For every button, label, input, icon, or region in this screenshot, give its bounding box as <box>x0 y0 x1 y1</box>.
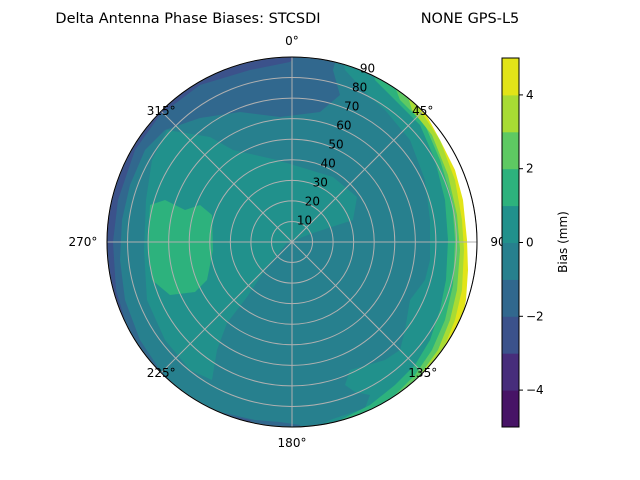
colorbar-segment <box>502 94 519 133</box>
radial-tick-label: 20 <box>305 195 320 209</box>
radial-tick-label: 90 <box>360 62 375 76</box>
angular-tick-label: 315° <box>147 104 176 118</box>
radial-tick-label: 50 <box>328 138 343 152</box>
radial-tick-label: 80 <box>352 81 367 95</box>
contour-level-1-2-left <box>148 200 213 295</box>
colorbar-segment <box>502 316 519 354</box>
angular-tick-label: 180° <box>278 436 307 450</box>
angular-tick-label: 0° <box>285 34 299 48</box>
colorbar-tick-label: −4 <box>526 383 544 397</box>
colorbar-tick-label: −2 <box>526 309 544 323</box>
colorbar-segment <box>502 168 519 207</box>
angular-gridline <box>291 241 424 374</box>
radial-tick-label: 70 <box>344 100 359 114</box>
contour-fill <box>107 57 477 427</box>
chart-title-signal: NONE GPS-L5 <box>421 11 520 27</box>
radial-tick-label: 40 <box>321 157 336 171</box>
radial-tick-label: 10 <box>297 214 312 228</box>
colorbar-tick-label: 2 <box>526 162 534 176</box>
angular-tick-label: 225° <box>147 366 176 380</box>
polar-axes-border <box>106 56 478 428</box>
colorbar-segment <box>502 131 519 170</box>
angular-tick-label: 135° <box>408 366 437 380</box>
colorbar-segment <box>502 353 519 391</box>
radial-tick-label: 60 <box>336 119 351 133</box>
colorbar-tick-label: 0 <box>526 236 534 250</box>
angular-tick-label: 45° <box>412 104 433 118</box>
chart-title: Delta Antenna Phase Biases: STCSDI <box>55 11 320 27</box>
contour-level-0-1-left <box>144 130 357 380</box>
radial-tick-labels: 10 20 30 40 50 60 70 80 90 <box>297 62 375 228</box>
colorbar-label: Bias (mm) <box>556 211 570 273</box>
angular-tick-label: 270° <box>69 235 98 249</box>
colorbar-segment <box>502 279 519 317</box>
angular-tick-labels: 0°45°90°135°180°225°270°315° <box>69 34 512 450</box>
colorbar: −4 −2 0 2 4 <box>501 57 544 428</box>
polar-grid <box>106 56 478 428</box>
angular-gridline <box>160 110 293 243</box>
radial-tick-label: 30 <box>313 176 328 190</box>
colorbar-segment <box>502 58 519 96</box>
angular-gridline <box>291 110 424 243</box>
colorbar-segment <box>502 205 519 243</box>
colorbar-tick-label: 4 <box>526 88 534 102</box>
colorbar-segment <box>502 390 519 428</box>
angular-gridline <box>160 241 293 374</box>
colorbar-segment <box>502 242 519 280</box>
